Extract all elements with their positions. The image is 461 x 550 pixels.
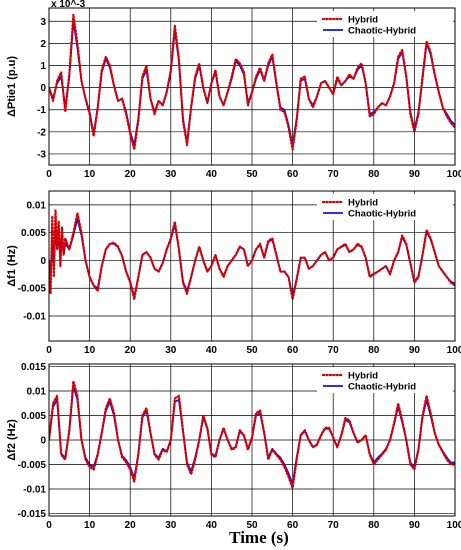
legend-entry: Hybrid [348,15,378,26]
y-axis-label-f2: Δf2 (Hz) [6,419,18,461]
y-tick-label: -0.015 [18,509,47,520]
x-tick-label: 50 [246,520,258,531]
x-tick-label: 30 [165,520,177,531]
x-tick-label: 100 [447,345,461,356]
x-tick-label: 0 [46,520,52,531]
y-tick-label: -0.01 [23,485,46,496]
x-tick-label: 80 [368,169,380,180]
x-tick-label: 90 [409,169,421,180]
y-tick-label: 0 [40,83,46,94]
series-line-hybrid [49,209,455,301]
y-tick-label: 2 [40,39,46,50]
x-tick-label: 20 [125,520,137,531]
y-tick-label: 0 [40,436,46,447]
y-tick-label: 0.005 [21,411,46,422]
y-tick-label: -0.005 [18,460,47,471]
x-tick-label: 100 [447,169,461,180]
y-tick-label: 0.01 [27,386,47,397]
x-tick-label: 90 [409,345,421,356]
y-tick-label: 0.005 [21,228,46,239]
axis-exponent-label: x 10^-3 [51,0,86,10]
x-tick-label: 20 [125,169,137,180]
y-tick-label: -2 [37,127,46,138]
x-tick-label: 40 [206,169,218,180]
y-tick-label: 1 [40,61,46,72]
x-tick-label: 10 [84,520,96,531]
x-tick-label: 0 [46,169,52,180]
x-tick-label: 0 [46,345,52,356]
chart-panel-ptie1: 0 10 20 30 40 50 60 70 80 90 100 -3 -2 -1 0 1 2 3 ΔPtie1 (… [6,0,461,180]
x-tick-label: 30 [165,169,177,180]
x-tick-label: 10 [84,169,96,180]
axes-frame [48,190,456,342]
x-tick-label: 10 [84,345,96,356]
y-tick-label: -0.01 [23,312,46,323]
x-tick-label: 20 [125,345,137,356]
y-tick-label: -1 [37,105,46,116]
chart-panel-f2: 0 10 20 30 40 50 60 70 80 90 100 -0.015 -0.01 -0.005 0… [6,362,461,531]
legend-entry: Hybrid [348,371,378,382]
x-tick-label: 30 [165,345,177,356]
x-tick-label: 60 [287,169,299,180]
x-tick-label: 50 [246,345,258,356]
y-axis-label-f1: Δf1 (Hz) [6,245,18,287]
legend-entry: Chaotic-Hybrid [348,382,416,393]
x-tick-label: 70 [328,520,340,531]
series-line-hybrid [49,13,455,151]
y-tick-label: 0.015 [21,362,46,373]
legend-entry: Chaotic-Hybrid [348,26,416,37]
chart-panel-f1: 0 10 20 30 40 50 60 70 80 90 100 -0.01 -0.005 0 0.005 0… [6,190,461,356]
axes-frame [48,7,456,166]
x-tick-label: 100 [447,520,461,531]
y-tick-label: -3 [37,149,46,160]
x-tick-label: 60 [287,345,299,356]
x-tick-label: 70 [328,345,340,356]
x-tick-label: 50 [246,169,258,180]
axes-frame [48,363,456,517]
x-tick-label: 40 [206,520,218,531]
x-tick-label: 80 [368,345,380,356]
legend-entry: Chaotic-Hybrid [348,209,416,220]
x-tick-label: 60 [287,520,299,531]
y-tick-label: -0.005 [18,284,47,295]
y-axis-label-ptie1: ΔPtie1 (p.u) [6,56,18,117]
x-tick-label: 90 [409,520,421,531]
y-tick-label: 0 [40,256,46,267]
legend-entry: Hybrid [348,198,378,209]
series-line-hybrid [49,380,455,490]
x-axis-label: Time (s) [229,528,289,547]
x-tick-label: 40 [206,345,218,356]
x-tick-label: 80 [368,520,380,531]
y-tick-label: 3 [40,17,46,28]
x-tick-label: 70 [328,169,340,180]
y-tick-label: 0.01 [27,200,47,211]
